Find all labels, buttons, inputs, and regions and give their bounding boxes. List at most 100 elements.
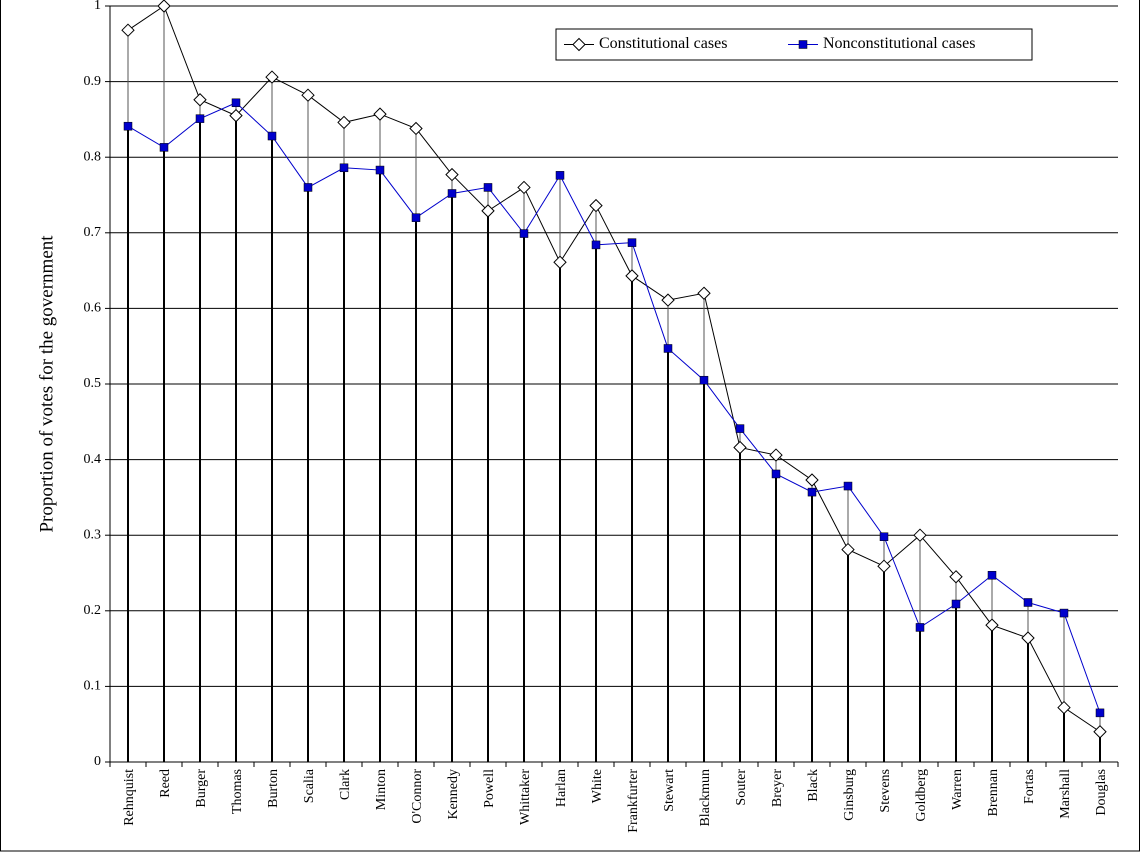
y-tick-label: 0.5 xyxy=(84,376,102,391)
point xyxy=(661,293,675,307)
point xyxy=(447,189,457,198)
point xyxy=(627,238,637,247)
point xyxy=(913,528,927,542)
x-tick-label: Blackmun xyxy=(698,769,713,827)
point xyxy=(555,171,565,180)
point xyxy=(445,167,459,182)
point xyxy=(195,114,205,123)
x-tick-label: Goldberg xyxy=(914,769,929,822)
point xyxy=(481,204,495,218)
x-tick-label: Minton xyxy=(374,769,389,810)
point xyxy=(483,183,493,192)
point xyxy=(877,559,891,573)
x-tick-label: Black xyxy=(806,769,821,802)
point xyxy=(1093,725,1107,739)
point xyxy=(807,487,817,497)
point xyxy=(339,163,349,173)
point xyxy=(1023,598,1033,607)
x-tick-label: Powell xyxy=(482,769,497,808)
x-tick-label: Souter xyxy=(734,769,749,806)
point xyxy=(337,115,351,130)
legend-label: Constitutional cases xyxy=(599,35,727,52)
point xyxy=(879,532,889,541)
point xyxy=(159,143,169,152)
y-tick-label: 0.3 xyxy=(84,527,102,542)
x-tick-label: Ginsburg xyxy=(842,769,857,821)
y-tick-label: 0.9 xyxy=(84,74,102,89)
point xyxy=(121,23,135,37)
x-tick-label: Stewart xyxy=(662,769,677,812)
series xyxy=(123,98,1105,718)
x-tick-label: Burton xyxy=(266,769,281,808)
series-line xyxy=(127,5,1101,733)
point xyxy=(591,240,601,250)
point xyxy=(123,121,133,131)
point xyxy=(411,213,421,222)
point xyxy=(699,375,709,385)
point xyxy=(949,570,963,584)
point xyxy=(771,469,781,479)
x-tick-label: Whittaker xyxy=(518,769,533,825)
x-tick-label: Rehnquist xyxy=(122,769,137,826)
x-tick-label: Harlan xyxy=(554,769,569,807)
point xyxy=(951,599,961,609)
point xyxy=(373,107,387,121)
point xyxy=(1057,700,1071,715)
x-tick-label: O'Connor xyxy=(410,769,425,824)
x-tick-label: Reed xyxy=(158,769,173,798)
x-tick-label: Douglas xyxy=(1094,769,1109,816)
point xyxy=(733,440,747,455)
series xyxy=(121,0,1107,739)
x-tick-label: Fortas xyxy=(1022,769,1037,804)
x-tick-label: Frankfurter xyxy=(626,769,641,833)
y-tick-label: 0.6 xyxy=(84,301,102,316)
point xyxy=(517,180,531,195)
point xyxy=(267,131,277,141)
point xyxy=(229,108,243,123)
point xyxy=(553,255,567,269)
y-tick-label: 0 xyxy=(94,754,101,769)
x-tick-label: Thomas xyxy=(230,769,245,814)
x-tick-label: Scalia xyxy=(302,768,317,803)
y-tick-label: 0.2 xyxy=(84,603,102,618)
legend-label: Nonconstitutional cases xyxy=(823,35,975,52)
point xyxy=(843,481,853,491)
point xyxy=(805,473,819,487)
point xyxy=(301,88,315,102)
x-tick-label: White xyxy=(590,769,605,803)
point xyxy=(987,571,997,580)
x-tick-label: Warren xyxy=(950,769,965,810)
point xyxy=(915,623,925,632)
legend-marker xyxy=(572,37,586,52)
point xyxy=(265,70,279,84)
point xyxy=(375,165,385,175)
y-tick-label: 0.7 xyxy=(84,225,102,240)
point xyxy=(231,98,241,108)
legend-marker xyxy=(798,40,808,49)
y-tick-label: 0.1 xyxy=(84,679,102,694)
x-tick-label: Breyer xyxy=(770,769,785,807)
point xyxy=(1095,708,1105,718)
series-line xyxy=(127,102,1101,714)
point xyxy=(303,183,313,192)
y-tick-label: 1 xyxy=(94,0,101,13)
y-tick-label: 0.8 xyxy=(84,149,102,164)
point xyxy=(663,344,673,353)
y-tick-label: 0.4 xyxy=(84,452,102,467)
x-tick-label: Brennan xyxy=(986,769,1001,816)
point xyxy=(625,269,639,283)
x-tick-label: Marshall xyxy=(1058,769,1073,819)
point xyxy=(1059,608,1069,618)
point xyxy=(697,286,711,300)
point xyxy=(985,618,999,632)
point xyxy=(1021,631,1035,645)
y-axis-label: Proportion of votes for the government xyxy=(36,235,57,533)
point xyxy=(589,198,603,213)
point xyxy=(519,229,529,238)
point xyxy=(157,0,171,13)
x-tick-label: Burger xyxy=(194,769,209,808)
point xyxy=(769,448,783,462)
point xyxy=(735,424,745,433)
